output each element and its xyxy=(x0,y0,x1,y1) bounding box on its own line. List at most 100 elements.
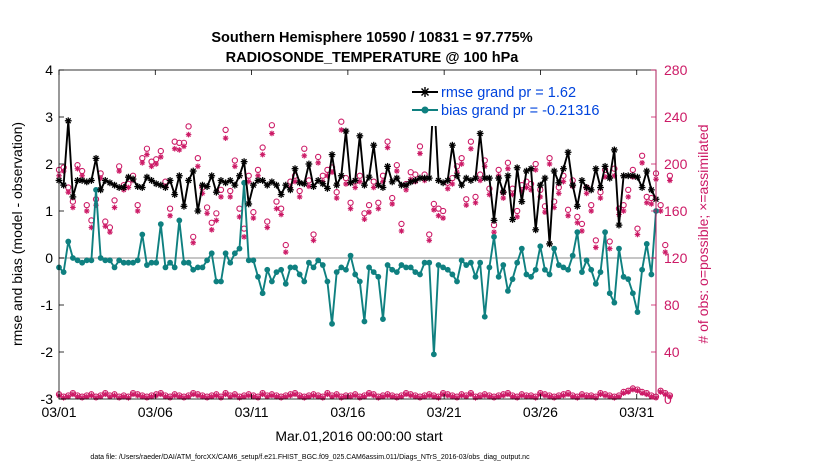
obs-assimilated-point xyxy=(370,184,377,191)
obs-assimilated-point-low xyxy=(579,392,585,399)
obs-assimilated-point-low xyxy=(227,393,234,400)
obs-assimilated-point-low xyxy=(273,393,280,400)
bias-point xyxy=(393,269,400,275)
obs-assimilated-point-low xyxy=(158,391,164,398)
rmse-point xyxy=(64,117,72,125)
obs-assimilated-point-low xyxy=(486,393,493,400)
bias-point xyxy=(306,259,312,266)
obs-possible-point xyxy=(504,159,512,166)
obs-assimilated-point xyxy=(579,228,585,234)
y-left-tick-label: -2 xyxy=(41,344,54,360)
obs-possible-point xyxy=(254,166,262,174)
obs-assimilated-point xyxy=(417,150,423,157)
obs-assimilated-point xyxy=(245,178,252,185)
bias-point xyxy=(93,186,99,193)
obs-possible-point xyxy=(208,219,215,226)
obs-assimilated-point xyxy=(181,143,187,150)
bias-point xyxy=(329,320,335,327)
rmse-point xyxy=(351,177,359,184)
rmse-point xyxy=(236,172,243,180)
rmse-point xyxy=(143,173,151,181)
rmse-point xyxy=(370,141,378,149)
obs-possible-point xyxy=(393,162,400,169)
y-left-tick-label: -1 xyxy=(41,297,54,313)
obs-assimilated-point-low xyxy=(625,389,632,395)
rmse-point xyxy=(509,216,516,223)
bias-point xyxy=(292,264,298,271)
bias-point xyxy=(222,250,229,257)
obs-assimilated-point-low xyxy=(264,393,271,400)
bias-point xyxy=(236,245,243,252)
rmse-point xyxy=(615,221,623,229)
bias-point xyxy=(491,233,497,240)
obs-assimilated-point-low xyxy=(630,386,636,393)
obs-assimilated-point-low xyxy=(565,391,571,398)
obs-assimilated-point-low xyxy=(93,395,99,401)
bias-point xyxy=(181,259,187,266)
obs-possible-point xyxy=(222,126,229,134)
bias-point xyxy=(403,264,409,271)
obs-possible-point xyxy=(268,122,276,129)
obs-assimilated-point-low xyxy=(222,391,229,398)
rmse-point xyxy=(282,181,290,189)
bias-point xyxy=(407,264,414,271)
obs-assimilated-point xyxy=(449,181,456,187)
rmse-point xyxy=(490,217,498,224)
obs-possible-point xyxy=(453,163,461,170)
obs-assimilated-point xyxy=(440,215,446,221)
rmse-point xyxy=(634,173,641,181)
obs-possible-point xyxy=(264,218,271,225)
legend-bias-label: bias grand pr = -0.21316 xyxy=(441,103,599,119)
obs-assimilated-point-low xyxy=(296,393,303,400)
bias-point xyxy=(231,250,238,257)
obs-possible-point xyxy=(185,123,192,130)
rmse-point xyxy=(536,181,544,189)
obs-assimilated-point xyxy=(546,161,553,167)
rmse-point xyxy=(513,164,521,172)
obs-assimilated-point-low xyxy=(370,392,377,399)
obs-assimilated-point xyxy=(250,215,257,221)
obs-assimilated-point-low xyxy=(417,395,423,401)
obs-assimilated-point-low xyxy=(116,395,122,401)
bias-point xyxy=(611,299,618,306)
rmse-point xyxy=(495,174,503,182)
rmse-point xyxy=(286,186,294,194)
obs-assimilated-point-low xyxy=(70,391,76,398)
bias-point xyxy=(315,257,322,264)
bias-point xyxy=(421,259,428,266)
obs-assimilated-point xyxy=(190,239,197,246)
obs-possible-point xyxy=(463,196,470,203)
obs-assimilated-point xyxy=(444,185,451,192)
obs-assimilated-point xyxy=(505,165,511,172)
obs-assimilated-point-low xyxy=(282,393,289,400)
rmse-point xyxy=(388,178,396,186)
bias-point xyxy=(375,273,382,280)
obs-assimilated-point-low xyxy=(88,392,95,399)
bias-point xyxy=(523,271,530,278)
bias-point xyxy=(440,264,447,271)
obs-assimilated-point xyxy=(296,194,303,200)
obs-assimilated-point-low xyxy=(662,391,669,398)
obs-assimilated-point xyxy=(532,167,539,173)
bias-point xyxy=(380,316,386,322)
obs-assimilated-point xyxy=(333,195,340,201)
obs-assimilated-point xyxy=(158,154,164,160)
obs-assimilated-point-low xyxy=(394,395,400,401)
rmse-point xyxy=(134,183,142,190)
bias-point xyxy=(102,257,109,264)
obs-assimilated-point-low xyxy=(333,392,340,399)
rmse-point xyxy=(120,184,128,191)
bias-point xyxy=(537,243,544,250)
obs-assimilated-point xyxy=(662,249,669,255)
obs-assimilated-point xyxy=(648,201,655,207)
obs-assimilated-point-low xyxy=(426,392,433,399)
obs-possible-point xyxy=(588,201,595,209)
obs-possible-point xyxy=(157,147,164,155)
rmse-point xyxy=(569,181,577,189)
obs-assimilated-point-low xyxy=(148,393,155,400)
rmse-point xyxy=(592,165,600,173)
bias-point xyxy=(273,269,280,275)
obs-assimilated-point-low xyxy=(287,392,294,399)
obs-possible-point xyxy=(333,189,340,196)
bias-point xyxy=(532,266,539,273)
